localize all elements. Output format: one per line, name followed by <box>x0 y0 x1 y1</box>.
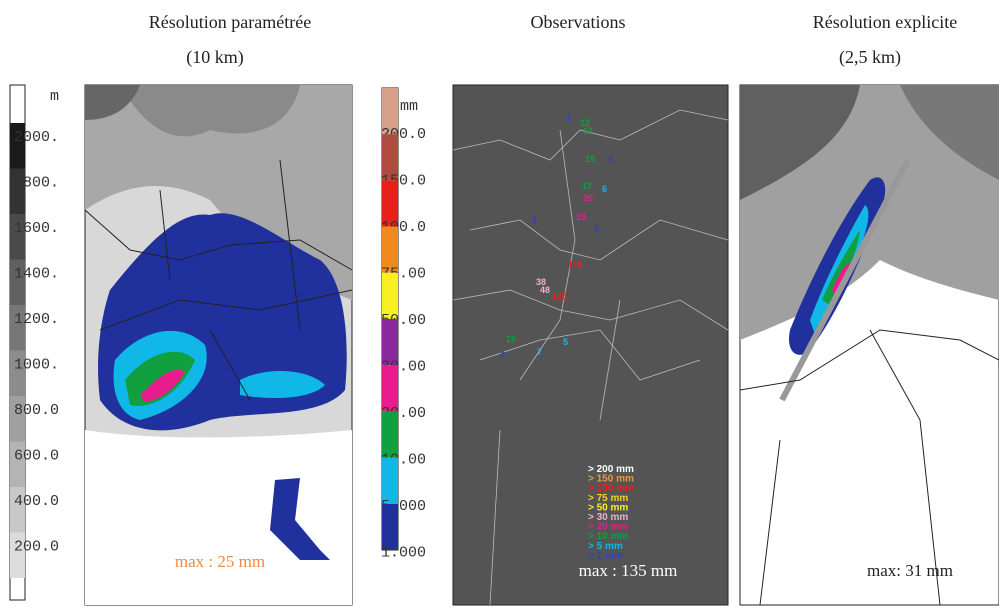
station-value: 3 <box>594 224 599 234</box>
rain-swatch <box>382 504 398 550</box>
panel-subtitle: (2,5 km) <box>839 47 901 68</box>
station-value: 15 <box>506 334 516 344</box>
altitude-label: 400.0 <box>14 493 59 510</box>
station-value: 7 <box>537 347 542 357</box>
max-label: max : 25 mm <box>175 552 265 571</box>
scale-unit: mm <box>400 98 418 115</box>
altitude-label: 1200. <box>14 311 59 328</box>
altitude-label: 800.0 <box>14 402 59 419</box>
rain-label: 1.000 <box>381 545 426 562</box>
station-value: 5 <box>563 337 568 347</box>
station-value: 13 <box>583 126 593 136</box>
station-value: 118 <box>568 260 583 270</box>
map-param <box>85 85 352 605</box>
max-label: max : 135 mm <box>579 561 678 580</box>
map-explicit <box>740 85 999 605</box>
station-value: 19 <box>585 154 595 164</box>
station-value: 20 <box>583 193 593 203</box>
station-value: 2 <box>500 350 505 360</box>
station-value: 4 <box>608 154 613 164</box>
altitude-label: 2000. <box>14 129 59 146</box>
altitude-label: 1000. <box>14 357 59 374</box>
panel-subtitle: (10 km) <box>186 47 244 68</box>
legend-entry: > 1 mm <box>588 550 623 561</box>
scale-unit: m <box>50 88 59 105</box>
station-value: 17 <box>582 181 592 191</box>
panel-title: Résolution paramétrée <box>149 12 311 32</box>
altitude-label: 1400. <box>14 266 59 283</box>
station-value: 29 <box>576 212 586 222</box>
altitude-label: 1600. <box>14 220 59 237</box>
panel-title: Résolution explicite <box>813 12 957 32</box>
max-label: max: 31 mm <box>867 561 953 580</box>
station-value: 135 <box>552 291 567 301</box>
panel-title: Observations <box>531 12 626 32</box>
altitude-label: 1800. <box>14 175 59 192</box>
station-value: 6 <box>602 184 607 194</box>
altitude-label: 600.0 <box>14 448 59 465</box>
station-value: 48 <box>540 285 550 295</box>
station-value: 1 <box>566 113 571 123</box>
altitude-label: 200.0 <box>14 539 59 556</box>
station-value: 3 <box>532 216 537 226</box>
figure: Résolution paramétrée (10 km) Observatio… <box>0 0 999 612</box>
rain-swatch <box>382 458 398 504</box>
